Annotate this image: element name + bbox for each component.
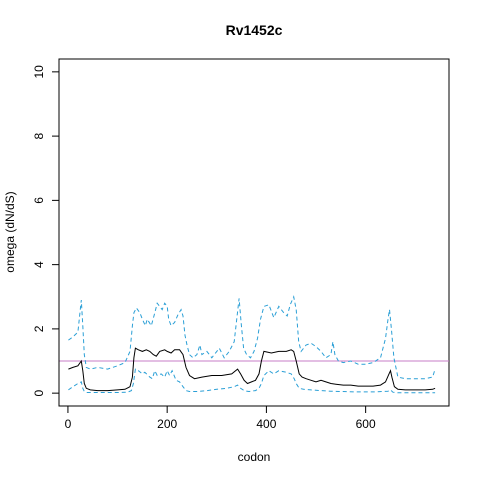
x-tick-label: 400 <box>256 417 276 431</box>
x-axis: 0 200 400 600 <box>65 405 376 431</box>
x-tick-label: 0 <box>65 417 72 431</box>
x-tick-label: 600 <box>356 417 376 431</box>
plot-frame <box>58 58 450 407</box>
x-tick-label: 200 <box>157 417 177 431</box>
plot-area <box>59 295 449 394</box>
x-axis-label: codon <box>238 450 271 464</box>
y-axis-label: omega (dN/dS) <box>3 191 17 272</box>
y-tick-label: 8 <box>32 132 46 139</box>
y-tick-label: 0 <box>32 389 46 396</box>
y-tick-label: 10 <box>32 65 46 79</box>
y-tick-label: 4 <box>32 261 46 268</box>
y-axis: 0 2 4 6 8 10 <box>32 65 60 396</box>
y-tick-label: 6 <box>32 197 46 204</box>
series-line-2 <box>68 368 436 394</box>
chart-title: Rv1452c <box>226 22 283 38</box>
series-line-0 <box>68 347 436 392</box>
series-line-1 <box>68 295 436 380</box>
y-tick-label: 2 <box>32 325 46 332</box>
